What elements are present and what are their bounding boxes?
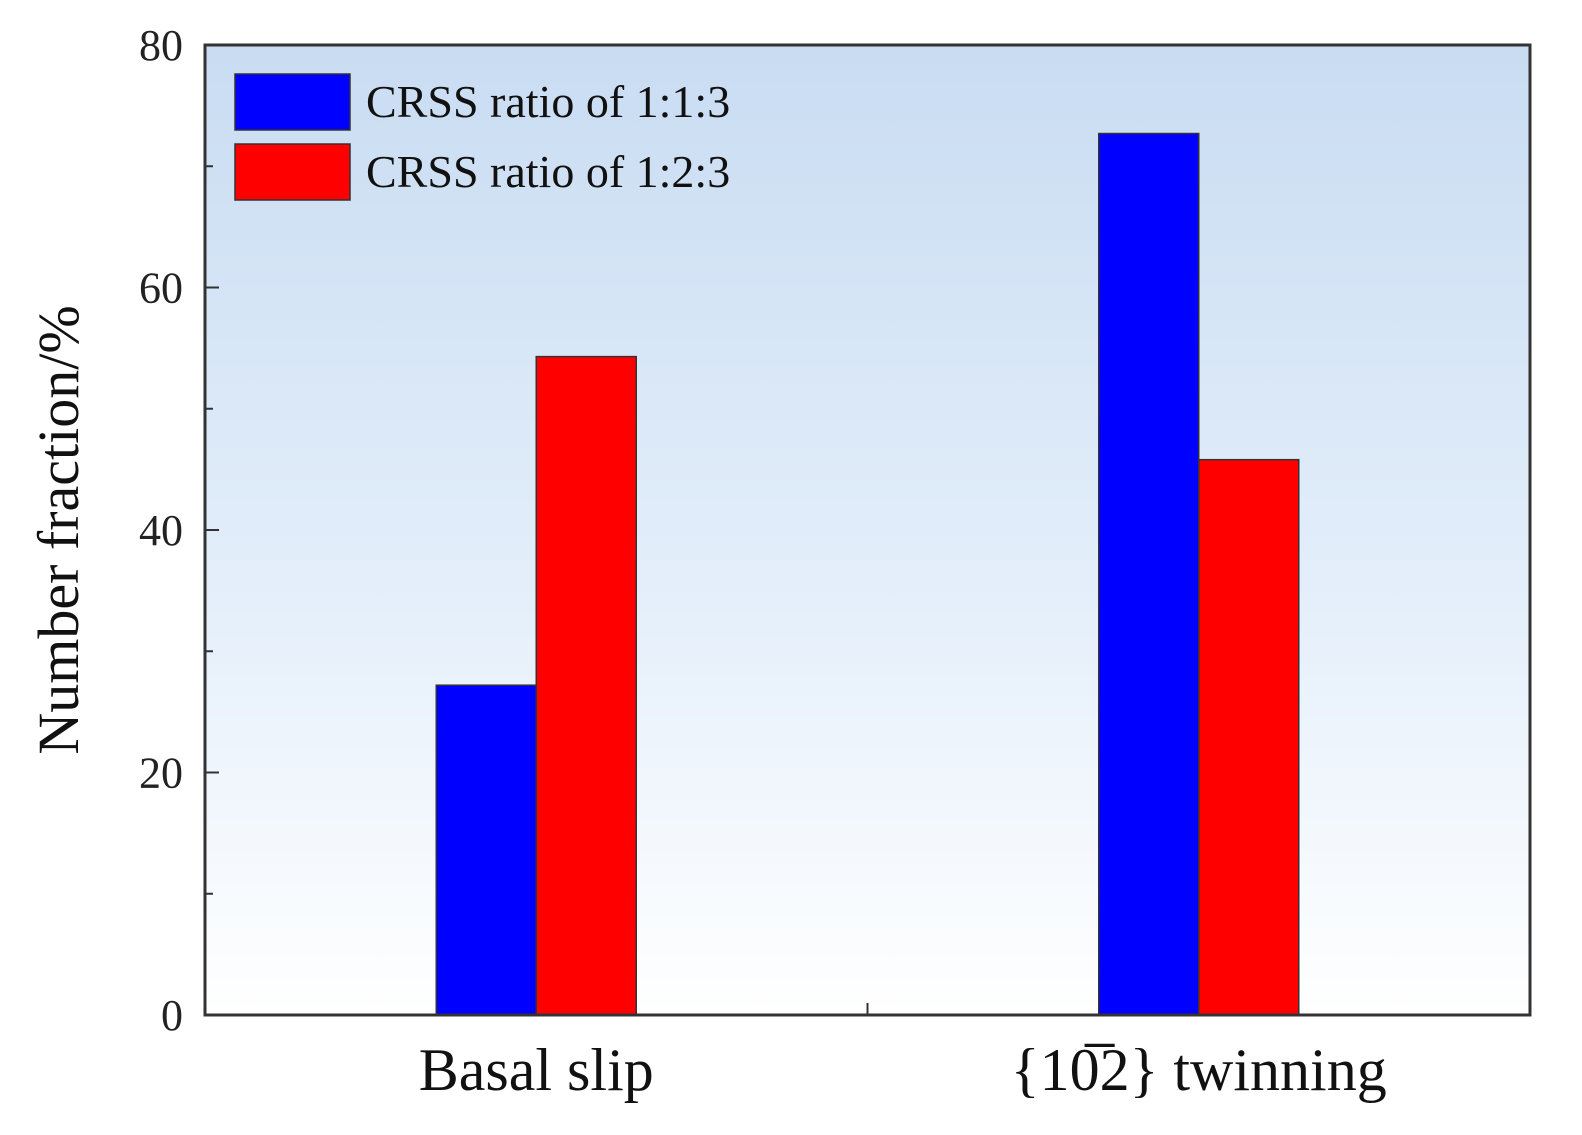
legend-swatch-series-2 xyxy=(234,143,351,201)
y-tick-label: 40 xyxy=(139,506,183,555)
plot-area-background xyxy=(205,45,1530,1015)
y-axis-title: Number fraction/% xyxy=(26,305,91,754)
legend-label-series-1: CRSS ratio of 1:1:3 xyxy=(366,76,730,127)
bar-1-1 xyxy=(435,684,537,1016)
legend: CRSS ratio of 1:1:3 CRSS ratio of 1:2:3 xyxy=(234,73,730,201)
y-tick-label: 60 xyxy=(139,264,183,313)
x-category-label: {10̅2} twinning xyxy=(1011,1037,1387,1103)
y-tick-label: 20 xyxy=(139,749,183,798)
x-category-label: Basal slip xyxy=(419,1037,654,1103)
legend-label-series-2: CRSS ratio of 1:2:3 xyxy=(366,146,730,197)
x-axis-ticks: Basal slip {10̅2} twinning xyxy=(419,1003,1387,1103)
legend-swatch-series-1 xyxy=(234,73,351,131)
y-tick-label: 80 xyxy=(139,21,183,70)
y-tick-label: 0 xyxy=(161,991,183,1040)
bar-2-2 xyxy=(1198,458,1300,1016)
bars-group xyxy=(435,132,1300,1016)
y-axis-ticks: 0 20 40 60 80 xyxy=(139,21,219,1040)
bar-2-1 xyxy=(535,355,637,1016)
bar-1-2 xyxy=(1098,132,1200,1016)
